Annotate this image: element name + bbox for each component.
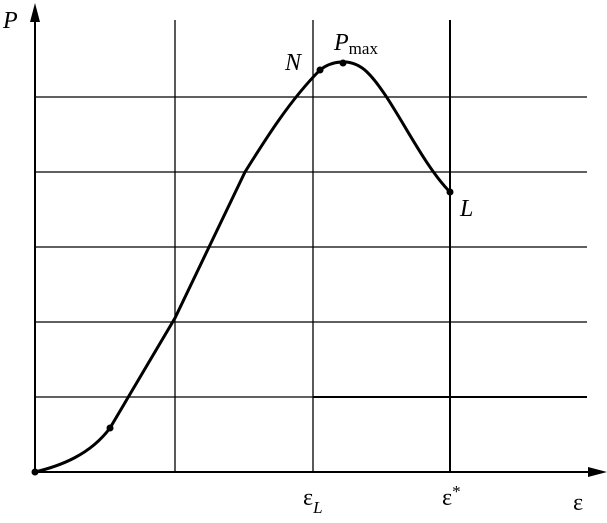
symbol: ε	[442, 485, 452, 511]
curve	[34, 60, 452, 474]
y-axis-label: P	[2, 8, 18, 34]
point-label: L	[459, 196, 473, 222]
axes	[32, 12, 600, 475]
point-label: Pmax	[333, 30, 378, 58]
x-mark: ε*	[442, 482, 461, 511]
x-mark: εL	[303, 485, 323, 517]
curve-points	[31, 59, 454, 476]
x-arrow	[588, 467, 607, 477]
symbol: ε	[303, 485, 313, 511]
point	[446, 188, 454, 196]
grid	[35, 20, 587, 472]
point	[31, 468, 39, 476]
subscript: L	[312, 498, 322, 517]
superscript: *	[452, 482, 461, 501]
symbol: P	[333, 30, 349, 56]
point	[106, 424, 114, 432]
point	[339, 59, 347, 67]
point	[316, 66, 324, 74]
x-axis-label: ε	[573, 490, 583, 516]
point-label: N	[284, 50, 303, 76]
y-arrow	[30, 3, 40, 22]
subscript: max	[349, 39, 379, 58]
